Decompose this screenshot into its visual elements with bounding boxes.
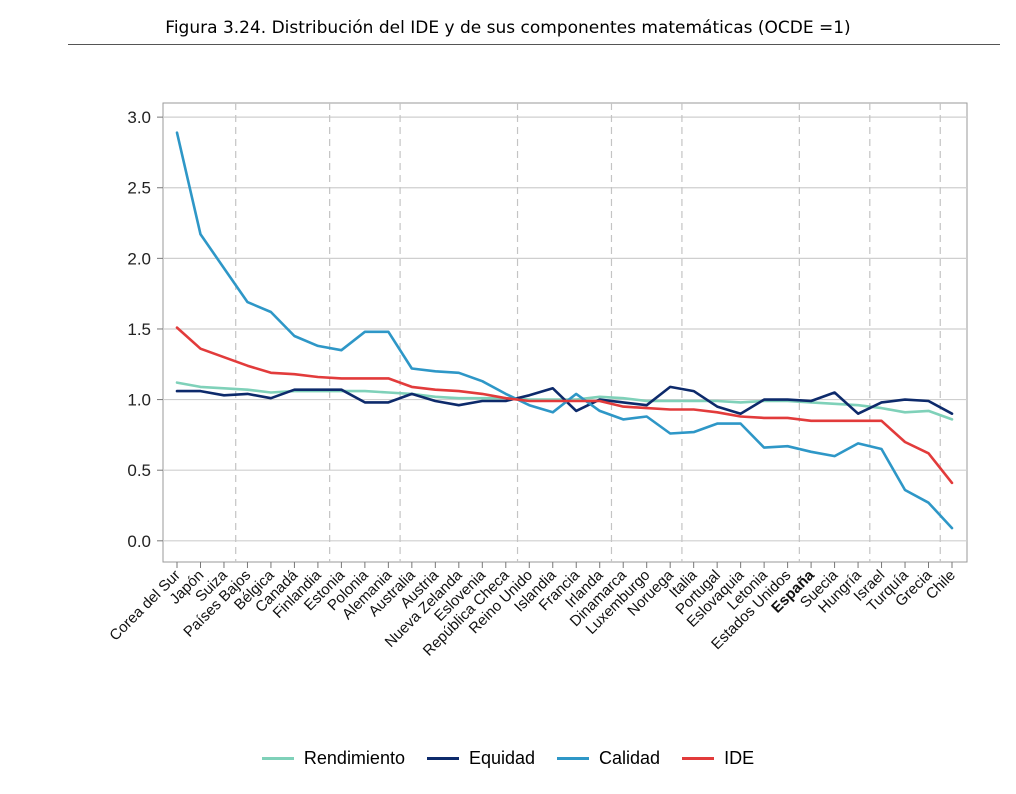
x-tick-label-corea-del-sur: Corea del Sur (106, 567, 183, 644)
legend-item-ide: IDE (682, 748, 754, 769)
y-tick-label: 2.0 (127, 249, 151, 268)
y-tick-label: 0.0 (127, 532, 151, 551)
legend-label-calidad: Calidad (599, 748, 661, 768)
legend-item-rendimiento: Rendimiento (261, 748, 405, 769)
legend-swatch-calidad (557, 757, 590, 760)
legend-swatch-rendimiento (261, 757, 294, 760)
title-rule (68, 44, 1000, 45)
figure-title: Figura 3.24. Distribución del IDE y de s… (165, 18, 851, 38)
legend-swatch-equidad (426, 757, 459, 760)
legend-item-calidad: Calidad (557, 748, 660, 769)
series-lines (175, 131, 954, 530)
legend-item-equidad: Equidad (426, 748, 536, 769)
legend: Rendimiento Equidad Calidad IDE (0, 748, 1016, 769)
y-tick-label: 1.5 (127, 320, 151, 339)
series-line-ide (175, 326, 954, 485)
plot-area (162, 102, 968, 563)
y-tick-label: 0.5 (127, 461, 151, 480)
gridlines (163, 103, 967, 562)
y-tick-label: 3.0 (127, 108, 151, 127)
legend-label-equidad: Equidad (468, 748, 536, 768)
y-tick-label: 2.5 (127, 179, 151, 198)
legend-label-rendimiento: Rendimiento (303, 748, 405, 768)
legend-swatch-ide (682, 757, 715, 760)
series-line-equidad (175, 385, 954, 416)
legend-label-ide: IDE (724, 748, 755, 768)
y-tick-label: 1.0 (127, 391, 151, 410)
series-line-calidad (175, 131, 954, 530)
